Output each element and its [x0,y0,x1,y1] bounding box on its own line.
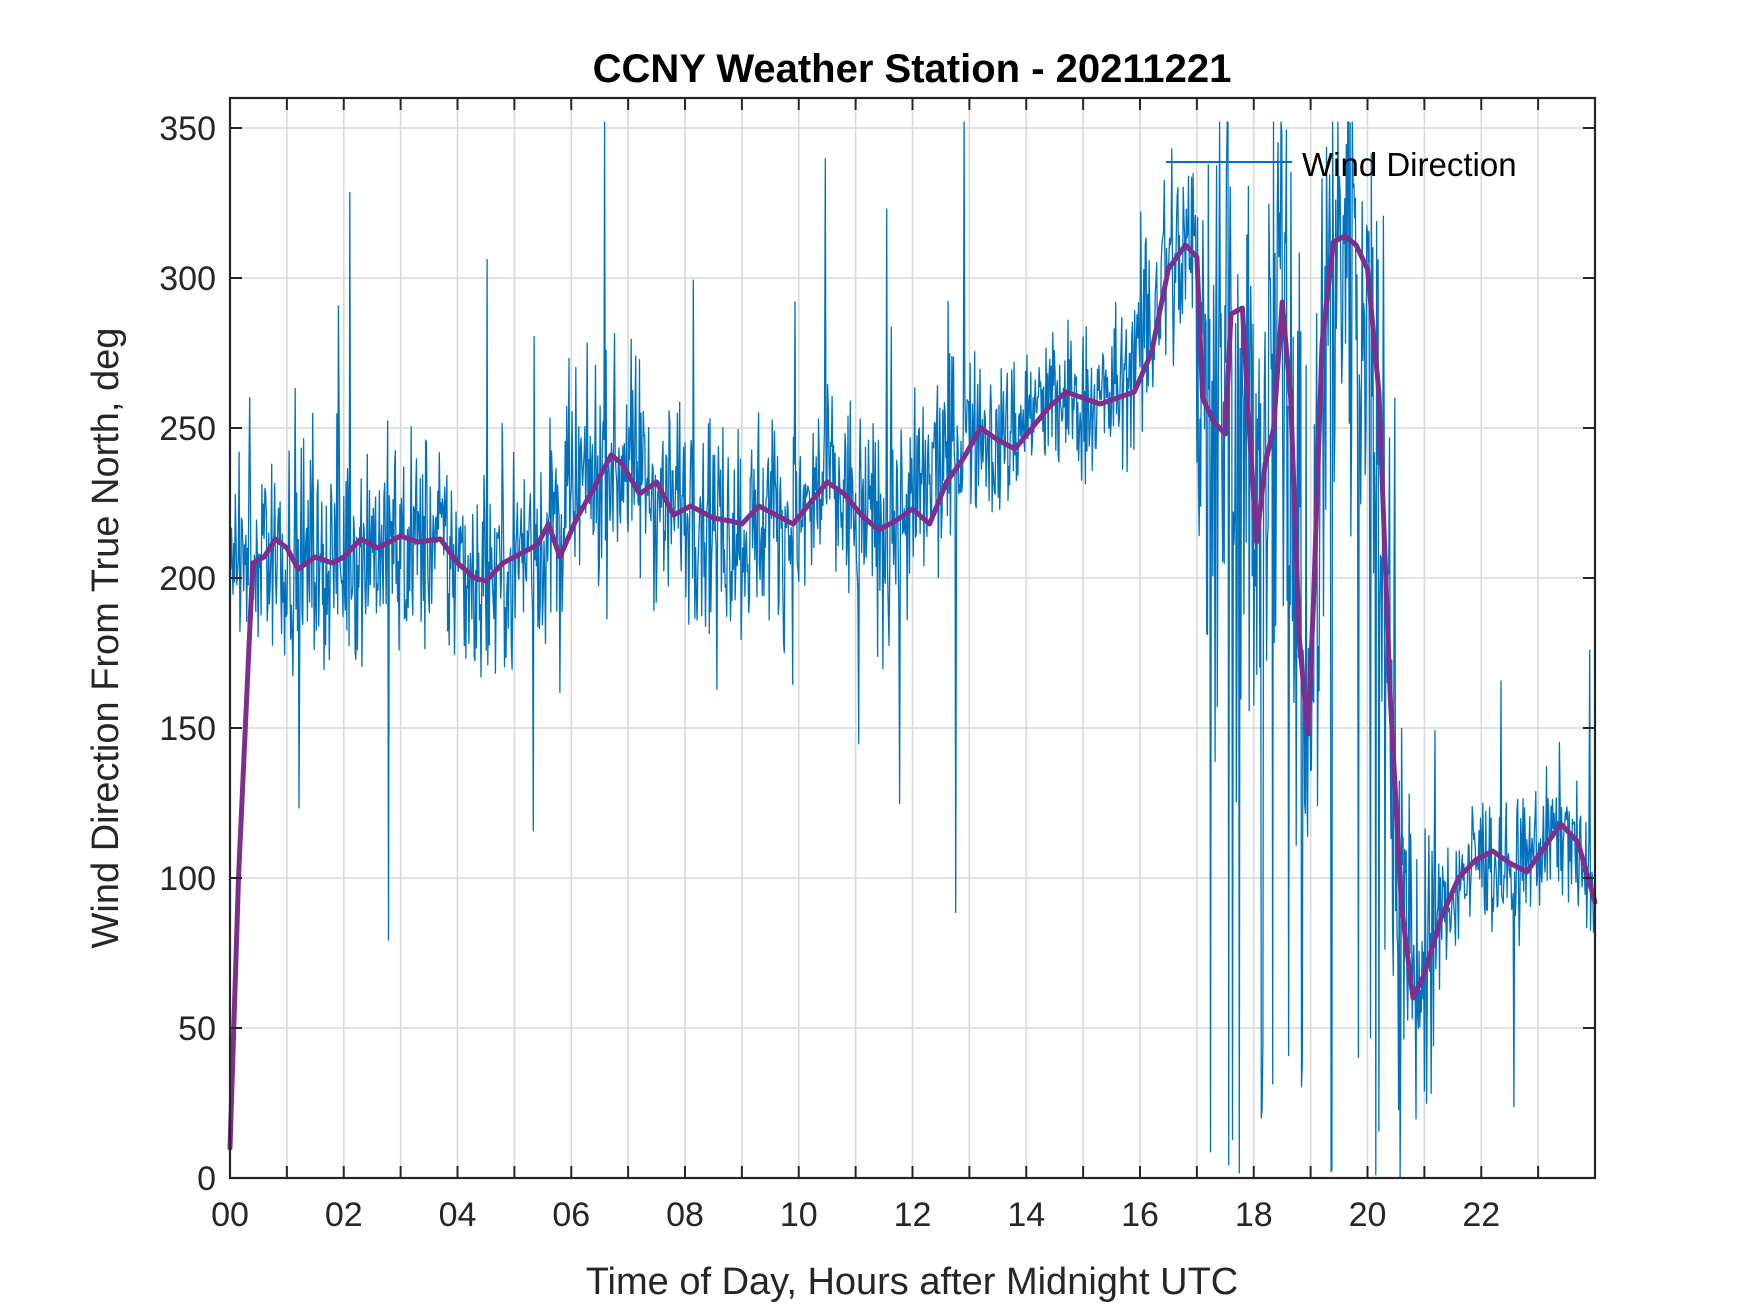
x-tick-label: 16 [1121,1196,1159,1234]
legend-label-wind-direction: Wind Direction [1302,146,1517,183]
legend: Wind Direction [1166,146,1517,183]
x-axis-label: Time of Day, Hours after Midnight UTC [586,1261,1239,1303]
axis-ticks [229,98,1595,1179]
x-tick-label: 10 [780,1196,818,1234]
x-tick-label: 04 [439,1196,477,1234]
plot-series [227,121,1598,1179]
y-tick-label: 100 [159,860,216,898]
y-tick-label: 300 [159,260,216,298]
x-tick-label: 22 [1462,1196,1500,1234]
x-tick-label: 20 [1349,1196,1387,1234]
series-wind-direction [229,121,1596,1179]
x-tick-label: 00 [211,1196,249,1234]
moving-average-line [227,233,1598,1151]
y-tick-label: 50 [178,1010,216,1048]
x-tick-label: 06 [552,1196,590,1234]
x-tick-label: 08 [666,1196,704,1234]
y-tick-label: 250 [159,410,216,448]
y-tick-label: 150 [159,710,216,748]
x-tick-label: 02 [325,1196,363,1234]
y-tick-label: 350 [159,110,216,148]
x-tick-label: 12 [894,1196,932,1234]
chart-title: CCNY Weather Station - 20211221 [593,47,1232,91]
series-moving-average [227,233,1598,1151]
y-axis-label: Wind Direction From True North, deg [85,328,127,949]
y-tick-label: 0 [197,1160,216,1198]
wind-direction-raw-line [229,121,1596,1179]
y-tick-label: 200 [159,560,216,598]
tick-labels: 00 02 04 06 08 10 12 14 16 18 20 22 0 50 100 150 200 250 3… [159,110,1500,1234]
x-tick-label: 18 [1235,1196,1273,1234]
x-tick-label: 14 [1007,1196,1045,1234]
